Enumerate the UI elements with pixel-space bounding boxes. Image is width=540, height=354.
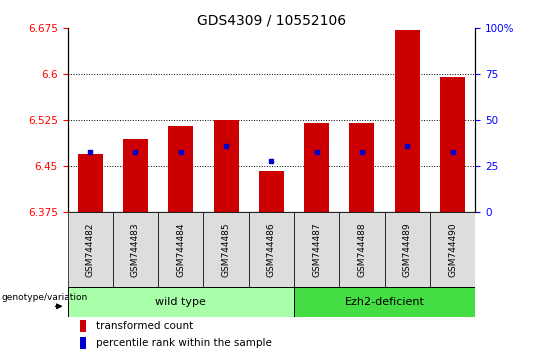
- Text: GSM744490: GSM744490: [448, 222, 457, 277]
- Point: [403, 143, 411, 149]
- Bar: [80, 320, 86, 332]
- Bar: [80, 337, 86, 349]
- Text: GSM744488: GSM744488: [357, 222, 367, 277]
- Point: [222, 143, 231, 149]
- Bar: [259, 171, 284, 212]
- Bar: [304, 124, 329, 212]
- Bar: [294, 287, 475, 317]
- Point: [177, 149, 185, 154]
- Bar: [339, 212, 384, 287]
- Text: GSM744483: GSM744483: [131, 222, 140, 277]
- Bar: [204, 212, 249, 287]
- Text: GSM744484: GSM744484: [176, 222, 185, 277]
- Point: [448, 149, 457, 154]
- Bar: [68, 287, 294, 317]
- Bar: [294, 212, 339, 287]
- Text: GSM744485: GSM744485: [221, 222, 231, 277]
- Point: [357, 149, 366, 154]
- Bar: [113, 212, 158, 287]
- Text: GSM744482: GSM744482: [86, 222, 94, 277]
- Text: percentile rank within the sample: percentile rank within the sample: [96, 338, 272, 348]
- Bar: [430, 212, 475, 287]
- Point: [312, 149, 321, 154]
- Text: wild type: wild type: [156, 297, 206, 307]
- Bar: [123, 139, 148, 212]
- Point: [131, 149, 140, 154]
- Bar: [78, 154, 103, 212]
- Bar: [68, 212, 113, 287]
- Text: GSM744489: GSM744489: [403, 222, 412, 277]
- Title: GDS4309 / 10552106: GDS4309 / 10552106: [197, 13, 346, 27]
- Point: [267, 158, 276, 164]
- Bar: [349, 124, 374, 212]
- Bar: [395, 30, 420, 212]
- Point: [86, 149, 94, 154]
- Bar: [168, 126, 193, 212]
- Bar: [158, 212, 204, 287]
- Bar: [384, 212, 430, 287]
- Text: transformed count: transformed count: [96, 321, 193, 331]
- Text: GSM744486: GSM744486: [267, 222, 276, 277]
- Bar: [249, 212, 294, 287]
- Text: genotype/variation: genotype/variation: [1, 293, 87, 302]
- Bar: [214, 120, 239, 212]
- Bar: [440, 78, 465, 212]
- Text: Ezh2-deficient: Ezh2-deficient: [345, 297, 424, 307]
- Text: GSM744487: GSM744487: [312, 222, 321, 277]
